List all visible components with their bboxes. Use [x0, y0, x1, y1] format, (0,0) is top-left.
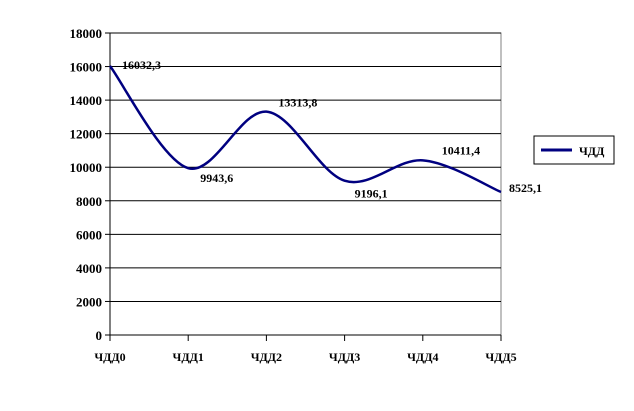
legend: ЧДД	[534, 136, 614, 164]
x-tick-label: ЧДД1	[173, 350, 204, 364]
series-line-chdd	[110, 66, 501, 192]
y-tick-label: 2000	[76, 294, 102, 309]
y-tick-label: 6000	[76, 227, 102, 242]
data-labels: 16032,3 9943,6 13313,8 9196,1 10411,4 8525,1	[122, 58, 542, 201]
data-label: 10411,4	[442, 143, 480, 157]
data-label: 9943,6	[200, 171, 233, 185]
y-tick-label: 14000	[70, 93, 103, 108]
data-label: 8525,1	[509, 181, 542, 195]
legend-label: ЧДД	[579, 144, 605, 158]
x-tick-label: ЧДД0	[94, 350, 125, 364]
y-tick-label: 4000	[76, 261, 102, 276]
gridlines	[110, 33, 501, 335]
y-tick-label: 8000	[76, 194, 102, 209]
plot-area	[110, 33, 501, 335]
y-tick-label: 16000	[70, 60, 103, 75]
y-tick-label: 10000	[70, 160, 103, 175]
x-tick-label: ЧДД2	[251, 350, 282, 364]
x-tick-label: ЧДД5	[485, 350, 516, 364]
y-axis-tick-labels: 0 2000 4000 6000 8000 10000 12000 14000 16000 180…	[70, 26, 103, 343]
data-label: 9196,1	[355, 187, 388, 201]
x-axis-tick-labels: ЧДД0 ЧДД1 ЧДД2 ЧДД3 ЧДД4 ЧДД5	[94, 350, 516, 364]
y-tick-label: 18000	[70, 26, 103, 41]
y-tick-label: 0	[96, 328, 103, 343]
x-tick-label: ЧДД4	[407, 350, 438, 364]
data-label: 13313,8	[278, 96, 317, 110]
y-tick-label: 12000	[70, 127, 103, 142]
axes	[105, 33, 501, 341]
series-lines	[110, 66, 501, 192]
data-label: 16032,3	[122, 58, 161, 72]
x-tick-label: ЧДД3	[329, 350, 360, 364]
